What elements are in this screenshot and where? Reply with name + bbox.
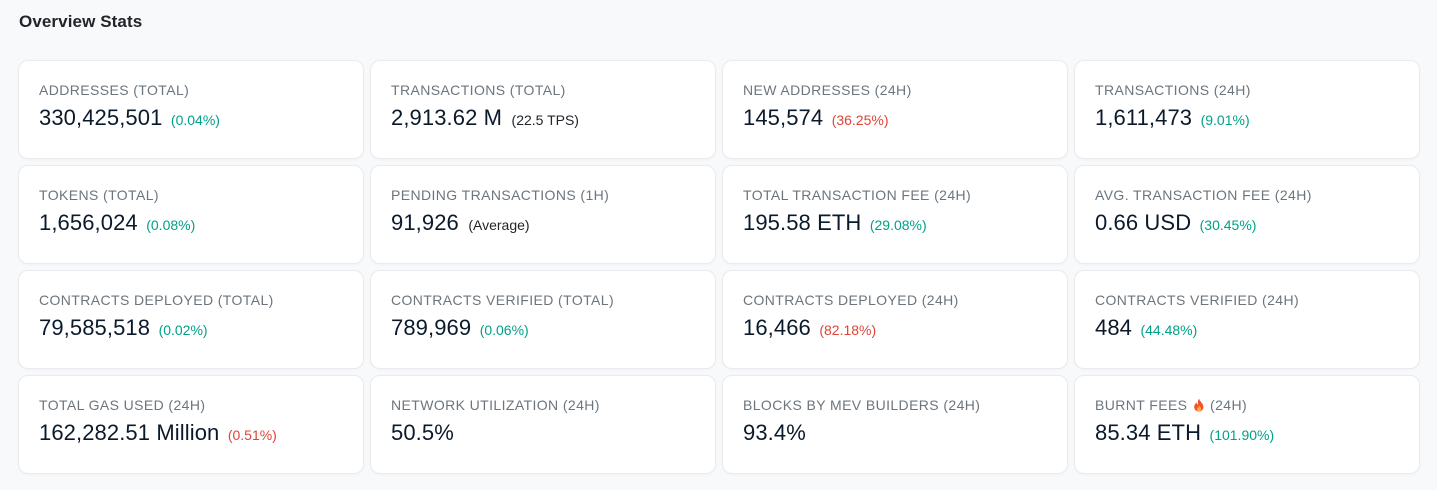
stat-label: CONTRACTS DEPLOYED (24H) (743, 292, 959, 308)
stat-value-row: 50.5% (391, 419, 695, 450)
stat-label: CONTRACTS VERIFIED (24H) (1095, 292, 1300, 308)
stat-card-contracts-deployed-24h: CONTRACTS DEPLOYED (24H) 16,466 (82.18%) (722, 270, 1068, 369)
stat-value: 1,611,473 (1095, 105, 1193, 130)
stat-label: BLOCKS BY MEV BUILDERS (24H) (743, 397, 981, 413)
stat-card-transactions-total: TRANSACTIONS (TOTAL) 2,913.62 M (22.5 TP… (370, 60, 716, 159)
stat-card-network-utilization-24h: NETWORK UTILIZATION (24H) 50.5% (370, 375, 716, 474)
stat-change: (44.48%) (1140, 322, 1198, 338)
stat-value-row: 0.66 USD (30.45%) (1095, 209, 1399, 240)
stat-change: (0.51%) (227, 427, 277, 443)
stat-value: 484 (1095, 315, 1133, 340)
stat-value-row: 330,425,501 (0.04%) (39, 104, 343, 135)
stat-extra: (Average) (468, 217, 530, 233)
stat-label: TOKENS (TOTAL) (39, 187, 159, 203)
stat-value: 79,585,518 (39, 315, 151, 340)
stat-value-row: 16,466 (82.18%) (743, 314, 1047, 345)
stat-change: (101.90%) (1209, 427, 1275, 443)
stat-label: NETWORK UTILIZATION (24H) (391, 397, 600, 413)
stat-value-row: 162,282.51 Million (0.51%) (39, 419, 343, 450)
stat-value: 330,425,501 (39, 105, 163, 130)
stat-value-row: 1,656,024 (0.08%) (39, 209, 343, 240)
stat-change: (0.08%) (146, 217, 196, 233)
stat-change: (30.45%) (1199, 217, 1257, 233)
stat-card-new-addresses-24h: NEW ADDRESSES (24H) 145,574 (36.25%) (722, 60, 1068, 159)
stat-change: (9.01%) (1200, 112, 1250, 128)
stat-card-pending-transactions-1h: PENDING TRANSACTIONS (1H) 91,926 (Averag… (370, 165, 716, 264)
stat-card-contracts-verified-24h: CONTRACTS VERIFIED (24H) 484 (44.48%) (1074, 270, 1420, 369)
stat-card-burnt-fees-24h: BURNT FEES (24H) 85.34 ETH (101.90%) (1074, 375, 1420, 474)
stats-grid: ADDRESSES (TOTAL) 330,425,501 (0.04%) TR… (18, 60, 1437, 474)
stat-label-text: BURNT FEES (1095, 397, 1188, 413)
stat-value: 195.58 ETH (743, 210, 862, 235)
fire-icon (1193, 398, 1205, 412)
stat-value-row: 789,969 (0.06%) (391, 314, 695, 345)
stat-card-tokens-total: TOKENS (TOTAL) 1,656,024 (0.08%) (18, 165, 364, 264)
stat-value: 1,656,024 (39, 210, 138, 235)
stat-label: CONTRACTS DEPLOYED (TOTAL) (39, 292, 274, 308)
stat-value-row: 93.4% (743, 419, 1047, 450)
stat-change: (0.06%) (479, 322, 529, 338)
stat-card-avg-transaction-fee-24h: AVG. TRANSACTION FEE (24H) 0.66 USD (30.… (1074, 165, 1420, 264)
stat-label: TRANSACTIONS (24H) (1095, 82, 1251, 98)
stat-change: (29.08%) (869, 217, 927, 233)
stat-card-total-transaction-fee-24h: TOTAL TRANSACTION FEE (24H) 195.58 ETH (… (722, 165, 1068, 264)
stat-value-row: 484 (44.48%) (1095, 314, 1399, 345)
stat-value: 93.4% (743, 420, 806, 445)
stat-value-row: 85.34 ETH (101.90%) (1095, 419, 1399, 450)
stat-label: PENDING TRANSACTIONS (1H) (391, 187, 610, 203)
stat-label: CONTRACTS VERIFIED (TOTAL) (391, 292, 615, 308)
stat-label: TRANSACTIONS (TOTAL) (391, 82, 566, 98)
stat-card-addresses-total: ADDRESSES (TOTAL) 330,425,501 (0.04%) (18, 60, 364, 159)
stat-label: ADDRESSES (TOTAL) (39, 82, 190, 98)
stat-label: TOTAL TRANSACTION FEE (24H) (743, 187, 972, 203)
stat-change: (0.04%) (170, 112, 220, 128)
section-title: Overview Stats (19, 12, 143, 31)
stat-card-total-gas-used-24h: TOTAL GAS USED (24H) 162,282.51 Million … (18, 375, 364, 474)
stat-card-contracts-verified-total: CONTRACTS VERIFIED (TOTAL) 789,969 (0.06… (370, 270, 716, 369)
stat-label: BURNT FEES (24H) (1095, 396, 1399, 414)
stat-change: (36.25%) (831, 112, 889, 128)
stat-value: 789,969 (391, 315, 472, 340)
stat-value-row: 2,913.62 M (22.5 TPS) (391, 104, 695, 135)
stat-card-transactions-24h: TRANSACTIONS (24H) 1,611,473 (9.01%) (1074, 60, 1420, 159)
stat-value-row: 1,611,473 (9.01%) (1095, 104, 1399, 135)
stat-value: 85.34 ETH (1095, 420, 1202, 445)
stat-value: 145,574 (743, 105, 824, 130)
stat-change: (0.02%) (158, 322, 208, 338)
stat-value: 0.66 USD (1095, 210, 1192, 235)
stat-value-row: 79,585,518 (0.02%) (39, 314, 343, 345)
stat-value: 2,913.62 M (391, 105, 503, 130)
stat-label: TOTAL GAS USED (24H) (39, 397, 206, 413)
stat-value: 50.5% (391, 420, 454, 445)
stat-value: 162,282.51 Million (39, 420, 220, 445)
stat-value-row: 195.58 ETH (29.08%) (743, 209, 1047, 240)
stat-value: 91,926 (391, 210, 459, 235)
stat-label: AVG. TRANSACTION FEE (24H) (1095, 187, 1312, 203)
stat-card-contracts-deployed-total: CONTRACTS DEPLOYED (TOTAL) 79,585,518 (0… (18, 270, 364, 369)
stat-value-row: 145,574 (36.25%) (743, 104, 1047, 135)
stat-value-row: 91,926 (Average) (391, 209, 695, 240)
stat-value: 16,466 (743, 315, 811, 340)
stat-change: (82.18%) (819, 322, 877, 338)
stat-card-blocks-by-mev-builders-24h: BLOCKS BY MEV BUILDERS (24H) 93.4% (722, 375, 1068, 474)
stat-label-suffix: (24H) (1210, 397, 1248, 413)
stat-extra: (22.5 TPS) (511, 112, 579, 128)
stat-label: NEW ADDRESSES (24H) (743, 82, 912, 98)
